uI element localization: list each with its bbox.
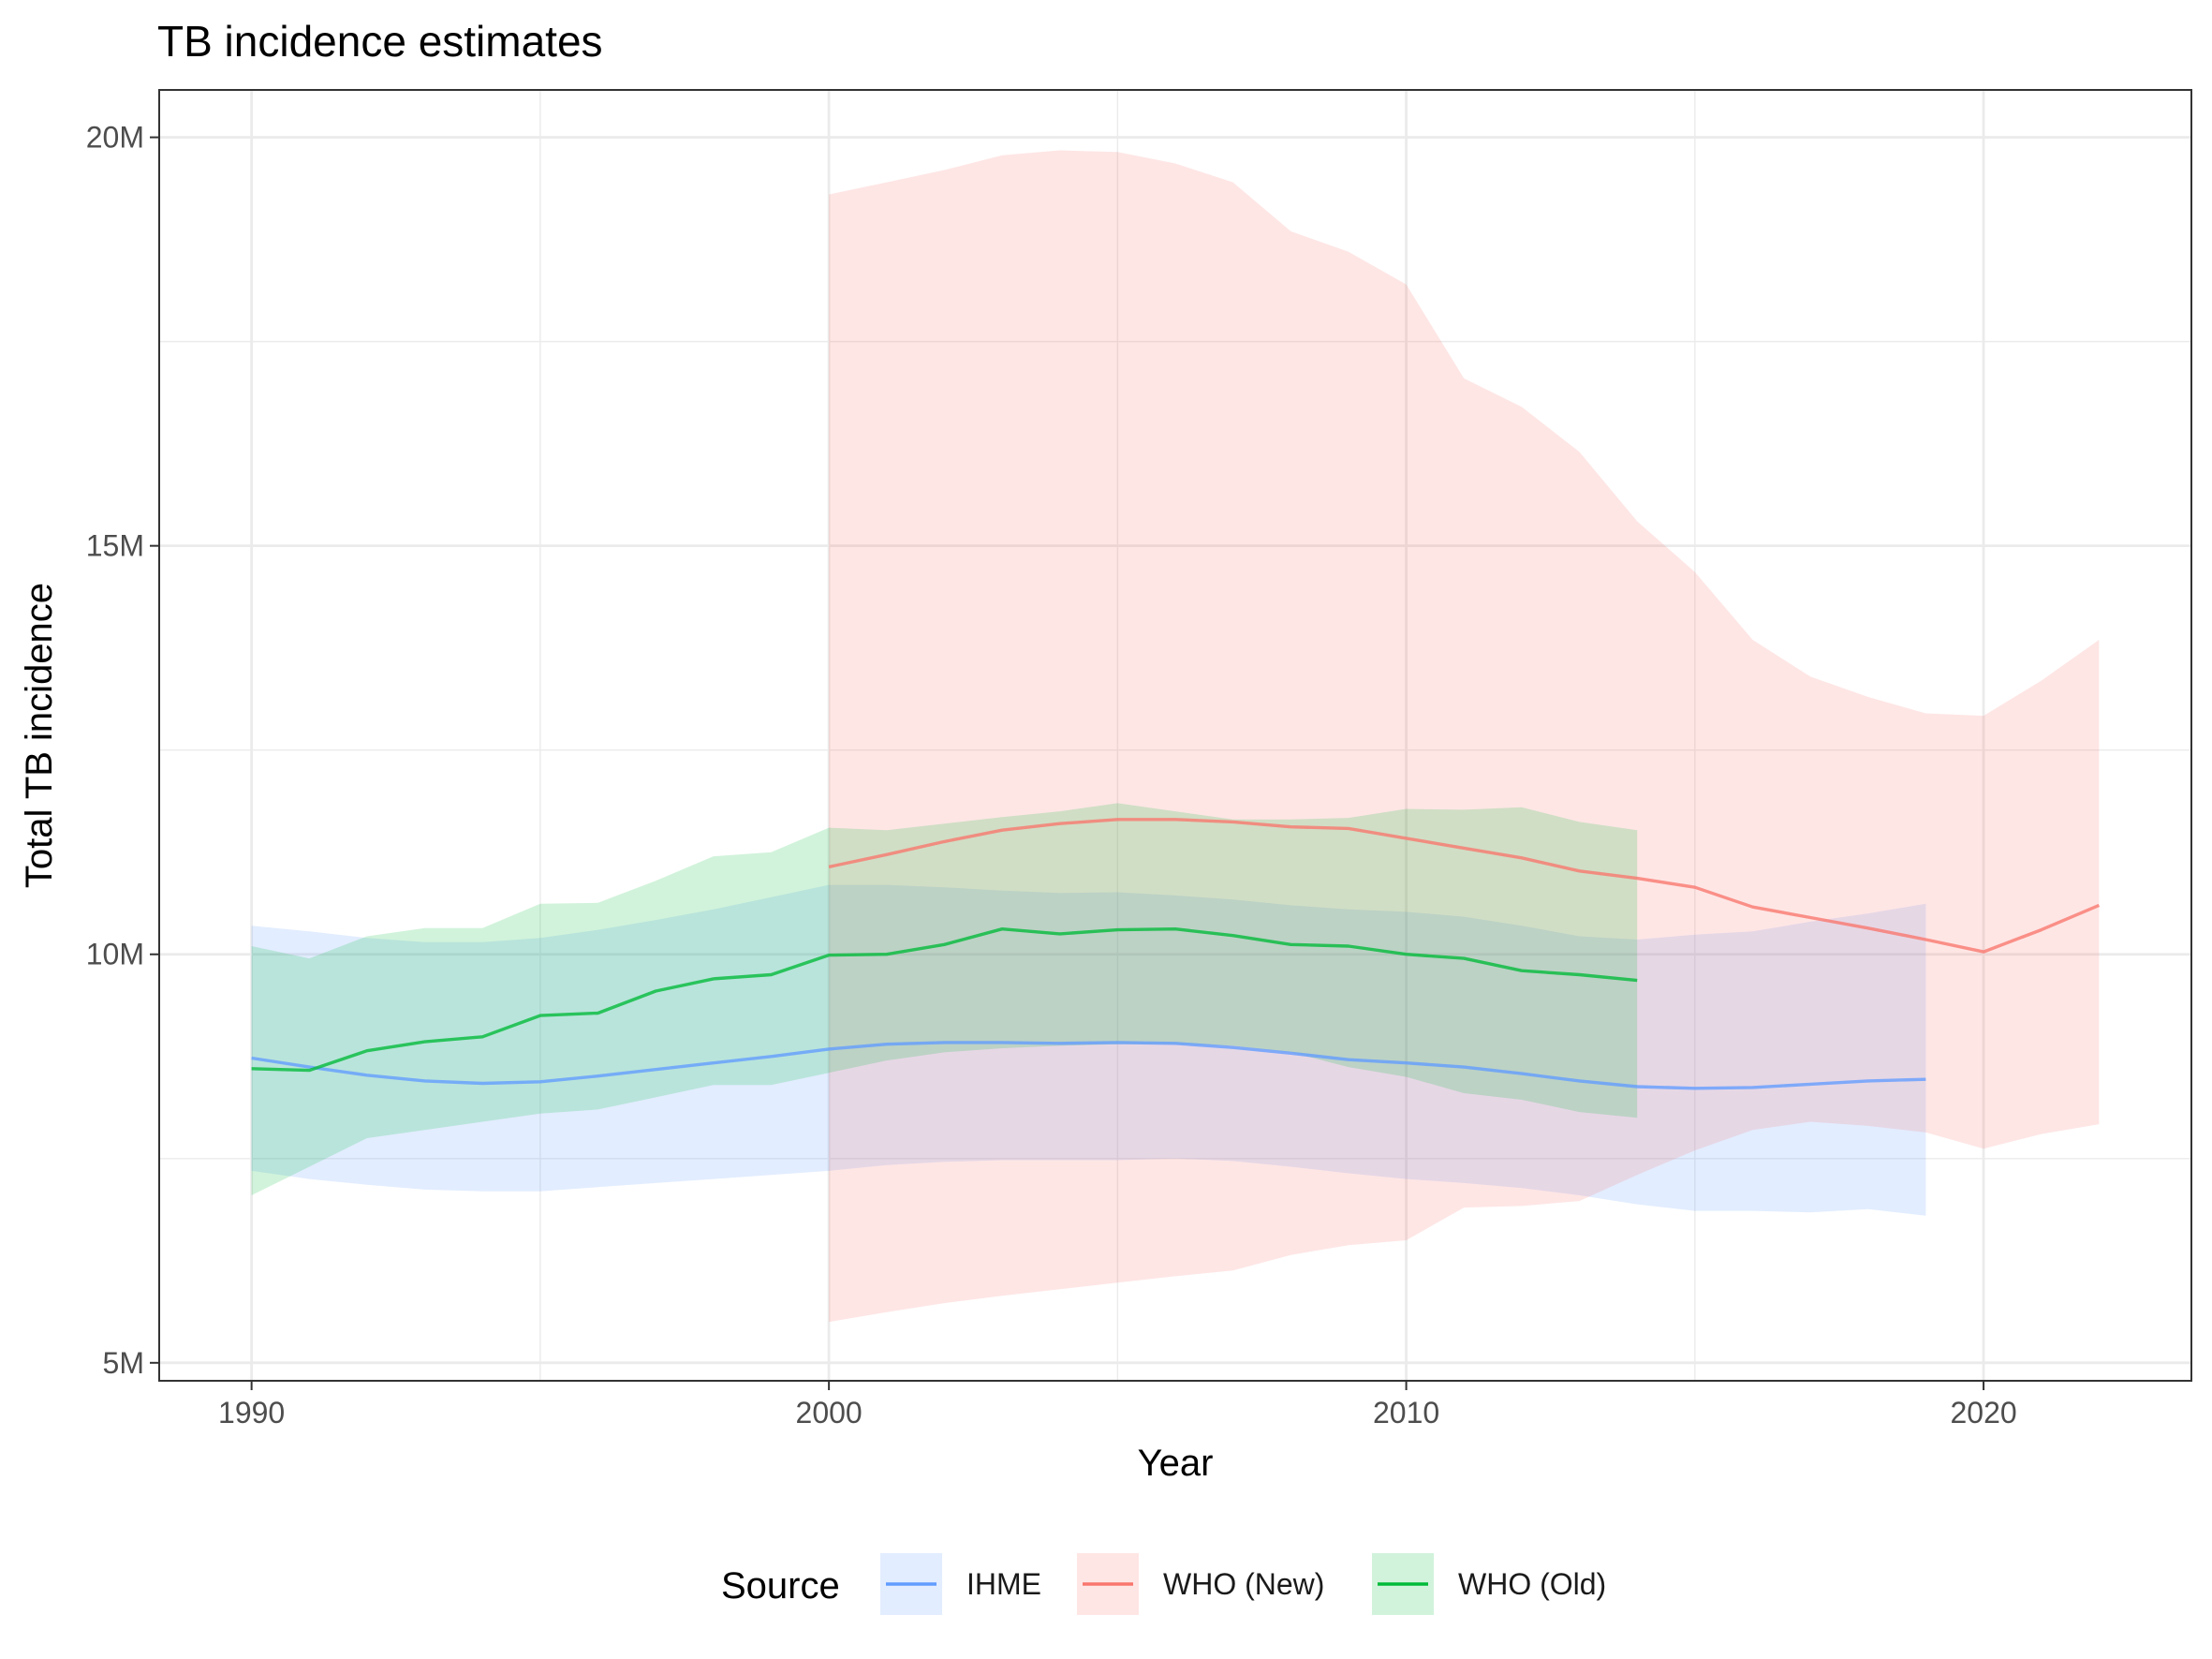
- minor-gridlines: [159, 90, 2191, 1381]
- x-tick-label: 2000: [796, 1396, 863, 1429]
- ribbon-who-new: [829, 150, 2100, 1323]
- line-ihme: [251, 1041, 1926, 1090]
- y-axis-ticks: 5M 10M 15M 20M: [86, 121, 159, 1380]
- y-tick-label: 15M: [86, 529, 144, 563]
- x-tick-label: 2010: [1373, 1396, 1439, 1429]
- y-axis-title: Total TB incidence: [19, 583, 60, 888]
- y-tick-label: 10M: [86, 938, 144, 971]
- ribbon-who-old: [251, 803, 1638, 1195]
- legend: Source IHME WHO (New) WHO (Old): [721, 1553, 1606, 1615]
- y-tick-label: 5M: [103, 1346, 144, 1380]
- x-axis-title: Year: [1138, 1443, 1214, 1484]
- x-tick-label: 1990: [218, 1396, 285, 1429]
- line-who-old: [251, 927, 1638, 1073]
- major-gridlines: [159, 90, 2191, 1381]
- legend-label-ihme: IHME: [966, 1567, 1041, 1601]
- legend-label-who-new: WHO (New): [1163, 1567, 1324, 1601]
- legend-label-who-old: WHO (Old): [1458, 1567, 1606, 1601]
- chart-title: TB incidence estimates: [157, 17, 603, 66]
- x-axis-ticks: 1990 2000 2010 2020: [218, 1381, 2017, 1429]
- x-tick-label: 2020: [1950, 1396, 2016, 1429]
- plot-background: [159, 90, 2191, 1381]
- series-lines: [251, 818, 2101, 1090]
- plot-panel-border: [158, 89, 2192, 1382]
- legend-title: Source: [721, 1565, 840, 1607]
- y-tick-label: 20M: [86, 121, 144, 155]
- line-who-new: [828, 818, 2101, 954]
